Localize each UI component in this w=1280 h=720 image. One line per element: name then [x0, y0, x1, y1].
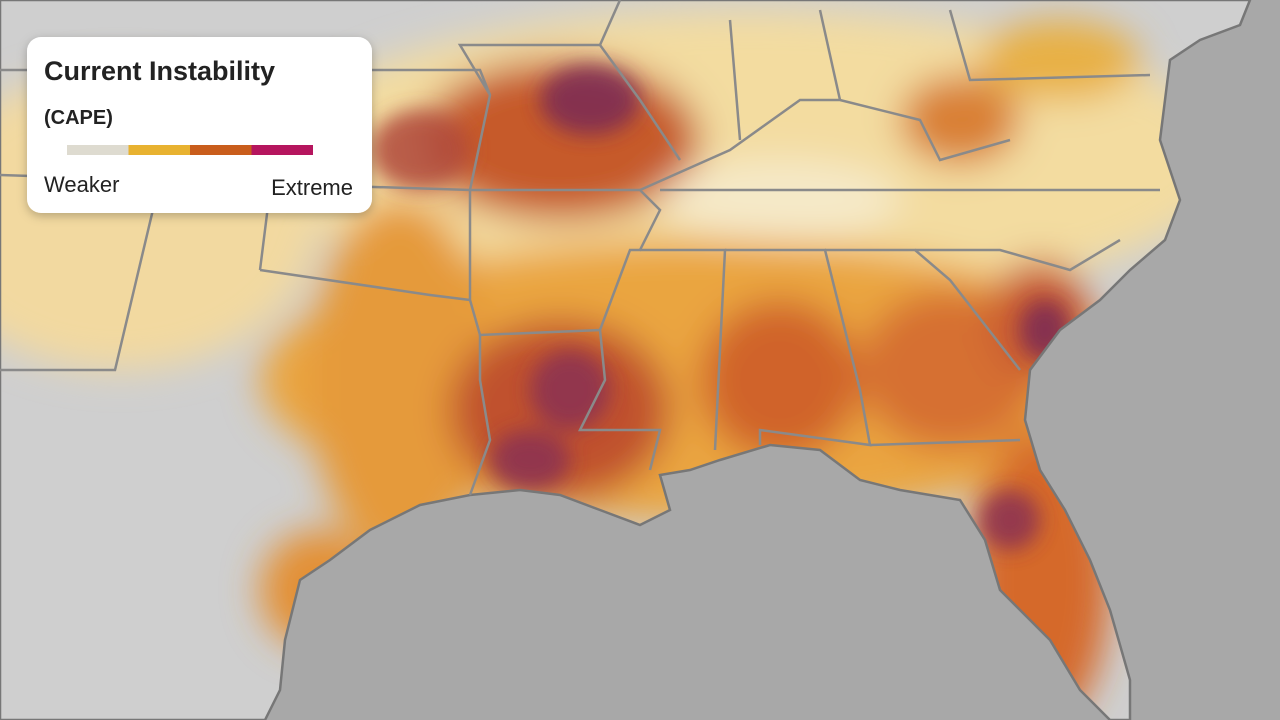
- legend-title: Current Instability: [44, 56, 275, 86]
- legend-swatch: [128, 145, 190, 155]
- legend-scale: [67, 145, 313, 155]
- legend-low-label: Weaker: [44, 172, 119, 197]
- legend-high-label: Extreme: [271, 175, 353, 200]
- legend-swatch: [190, 145, 252, 155]
- legend-subtitle: (CAPE): [44, 107, 113, 129]
- legend-card: [27, 37, 372, 213]
- legend-swatch: [67, 145, 129, 155]
- legend-swatch: [251, 145, 313, 155]
